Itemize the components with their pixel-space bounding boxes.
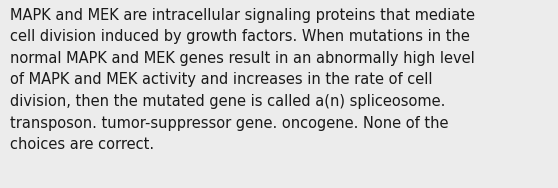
Text: MAPK and MEK are intracellular signaling proteins that mediate
cell division ind: MAPK and MEK are intracellular signaling… (10, 8, 475, 152)
